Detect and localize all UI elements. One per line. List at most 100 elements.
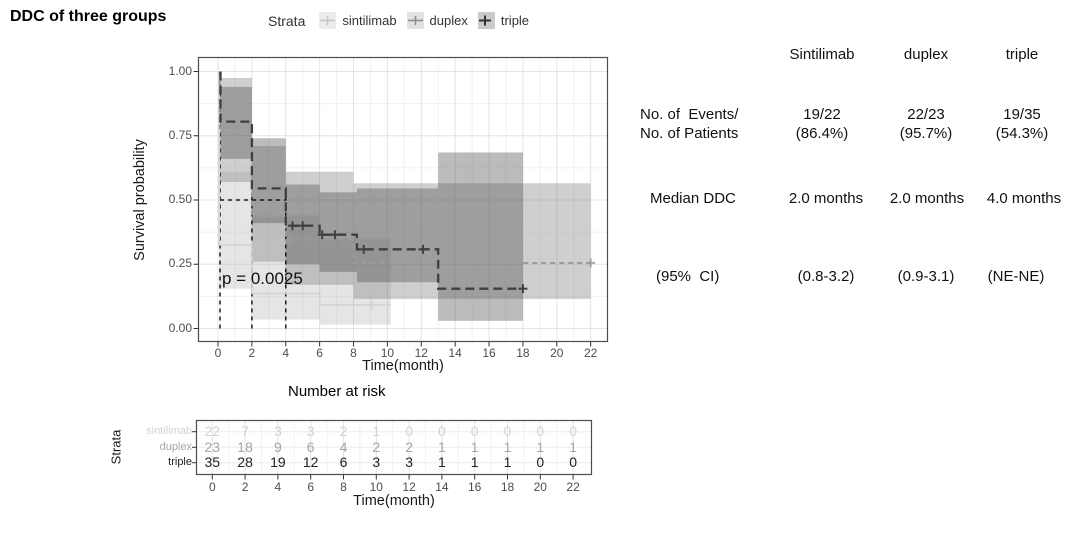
risk-count: 0 — [536, 454, 545, 471]
stats-value: 2.0 months — [889, 190, 965, 207]
risk-x-tick-label: 4 — [274, 480, 282, 494]
risk-count: 0 — [569, 454, 577, 471]
main-x-tick-label: 2 — [248, 346, 256, 360]
stats-row-label-events-line1: No. of Events/ — [640, 106, 739, 123]
risk-x-tick-label: 10 — [369, 480, 383, 494]
legend-item-triple: triple — [477, 12, 530, 29]
main-x-tick-label: 20 — [550, 346, 564, 360]
risk-x-tick-label: 8 — [340, 480, 347, 494]
stats-value: (0.8-3.2) — [797, 268, 855, 285]
stats-col-header-sintilimab: Sintilimab — [789, 46, 855, 63]
risk-x-tick-label: 12 — [402, 480, 416, 494]
legend-key-duplex-icon — [406, 12, 424, 29]
stats-value: 19/22 — [803, 106, 841, 123]
legend-item-label: triple — [500, 13, 530, 28]
y-tick-label: 1.00 — [168, 63, 192, 78]
risk-x-tick-label: 0 — [208, 480, 216, 494]
risk-count: 1 — [503, 454, 512, 471]
risk-x-tick-label: 20 — [533, 480, 547, 494]
risk-table-panel — [192, 419, 593, 480]
risk-count: 0 — [437, 423, 446, 440]
stats-value: (0.9-3.1) — [897, 268, 955, 285]
risk-count: 22 — [204, 423, 221, 440]
risk-count: 3 — [405, 454, 413, 471]
legend: Strata sintilimab duplex triple — [268, 12, 529, 29]
main-x-tick-label: 22 — [583, 346, 598, 360]
risk-x-axis-title: Time(month) — [353, 493, 435, 509]
risk-x-tick-label: 14 — [435, 480, 449, 494]
risk-count: 18 — [237, 438, 253, 455]
risk-count: 1 — [372, 423, 381, 440]
risk-count: 0 — [569, 423, 577, 440]
risk-count: 3 — [372, 454, 381, 471]
stats-value: 4.0 months — [986, 190, 1062, 207]
y-tick-label: 0.25 — [168, 256, 192, 271]
risk-x-tick-label: 22 — [566, 480, 580, 494]
risk-x-tick-label: 16 — [468, 480, 482, 494]
y-tick-label: 0.00 — [168, 320, 192, 335]
risk-count: 1 — [437, 454, 446, 471]
stats-row-label-events-line2: No. of Patients — [640, 125, 739, 142]
stats-col-header-duplex: duplex — [903, 46, 949, 63]
y-tick-label: 0.75 — [168, 127, 192, 142]
risk-x-tick-label: 2 — [241, 480, 249, 494]
figure-title: DDC of three groups — [10, 8, 167, 25]
risk-count: 0 — [503, 423, 512, 440]
main-x-tick-label: 16 — [482, 346, 496, 360]
risk-count: 2 — [405, 438, 413, 455]
stats-value: (NE-NE) — [987, 268, 1045, 285]
legend-title: Strata — [268, 12, 306, 29]
legend-key-sintilimab-icon — [319, 12, 337, 29]
risk-x-tick-label: 18 — [500, 480, 515, 494]
stats-value: (54.3%) — [995, 125, 1049, 142]
main-x-tick-label: 12 — [414, 346, 428, 360]
risk-count: 0 — [405, 423, 413, 440]
x-axis-title: Time(month) — [362, 358, 444, 374]
stats-value: 19/35 — [1003, 106, 1041, 123]
main-x-tick-label: 0 — [214, 346, 222, 360]
legend-item-label: sintilimab — [342, 13, 397, 28]
risk-count: 1 — [536, 438, 545, 455]
risk-count: 0 — [470, 423, 479, 440]
stats-value: (95.7%) — [899, 125, 953, 142]
risk-count: 6 — [339, 454, 348, 471]
legend-item-sintilimab: sintilimab — [319, 12, 397, 29]
risk-count: 28 — [237, 454, 253, 471]
risk-count: 2 — [339, 423, 348, 440]
main-x-tick-label: 18 — [516, 346, 530, 360]
risk-count: 3 — [273, 423, 282, 440]
risk-count: 23 — [204, 438, 221, 455]
legend-item-label: duplex — [429, 13, 468, 28]
risk-count: 1 — [470, 454, 479, 471]
survival-plot-panel — [193, 56, 609, 347]
risk-count: 35 — [204, 454, 221, 471]
risk-count: 2 — [372, 438, 381, 455]
main-x-tick-label: 10 — [380, 346, 395, 360]
risk-count: 1 — [470, 438, 479, 455]
stats-value: (86.4%) — [795, 125, 849, 142]
risk-count: 6 — [306, 438, 315, 455]
y-axis-title: Survival probability — [132, 139, 148, 261]
risk-row-label-sintilimab: sintilimab — [146, 425, 192, 438]
risk-count: 4 — [339, 438, 348, 455]
legend-key-triple-icon — [477, 12, 495, 29]
risk-count: 1 — [569, 438, 577, 455]
stats-value: 2.0 months — [788, 190, 864, 207]
main-x-tick-label: 4 — [282, 346, 290, 360]
risk-count: 19 — [270, 454, 286, 471]
risk-count: 1 — [437, 438, 446, 455]
main-x-tick-label: 14 — [448, 346, 462, 360]
stats-col-header-triple: triple — [1005, 46, 1039, 63]
main-x-tick-label: 8 — [350, 346, 357, 360]
risk-count: 9 — [273, 438, 282, 455]
risk-count: 1 — [503, 438, 512, 455]
y-tick-label: 0.50 — [168, 192, 192, 206]
risk-count: 3 — [306, 423, 315, 440]
risk-row-label-duplex: duplex — [159, 440, 192, 453]
stats-row-label-ci: (95% CI) — [656, 268, 720, 285]
stats-value: 22/23 — [907, 106, 945, 123]
p-value-annotation: p = 0.0025 — [222, 269, 303, 288]
stats-row-label-median: Median DDC — [650, 190, 736, 207]
risk-count: 12 — [302, 454, 319, 471]
